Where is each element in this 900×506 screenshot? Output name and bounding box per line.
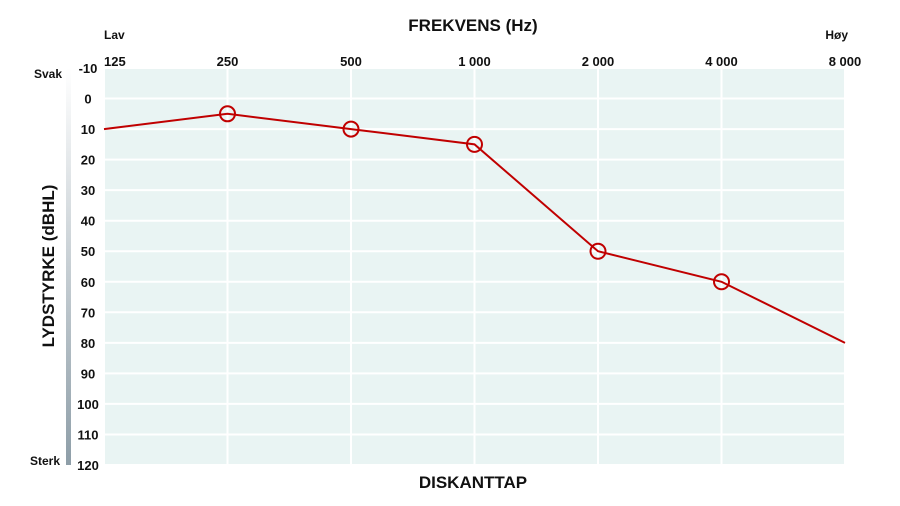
y-tick-label: 70 <box>81 305 95 320</box>
y-tick-label: 80 <box>81 336 95 351</box>
data-point <box>466 135 483 153</box>
x-tick-label: 4 000 <box>705 54 738 69</box>
x-axis-title: DISKANTTAP <box>419 473 527 492</box>
y-tick-label: 60 <box>81 275 95 290</box>
data-point <box>589 242 607 260</box>
annotation: Sterk <box>30 454 60 468</box>
annotation: Svak <box>34 67 62 81</box>
x-tick-label: 2 000 <box>582 54 615 69</box>
x-tick-label: 8 000 <box>829 54 862 69</box>
y-tick-label: 110 <box>78 427 99 442</box>
strength-bar <box>66 68 71 465</box>
x-tick-label: 1 000 <box>458 54 491 69</box>
y-tick-label: 0 <box>84 92 91 107</box>
y-tick-label: 10 <box>81 122 95 137</box>
data-point <box>713 273 730 291</box>
y-tick-label: 90 <box>81 366 95 381</box>
annotation: Lav <box>104 28 125 42</box>
data-line <box>103 112 846 344</box>
y-tick-label: 30 <box>81 183 95 198</box>
annotation: Høy <box>825 28 848 42</box>
data-point <box>219 105 236 123</box>
y-tick-label: 40 <box>81 214 95 229</box>
x-tick-label: 125 <box>104 54 126 69</box>
y-tick-label: 100 <box>77 397 99 412</box>
y-tick-label: 50 <box>81 244 95 259</box>
y-tick-label: 120 <box>77 458 99 473</box>
x-tick-label: 500 <box>340 54 362 69</box>
x-tick-label: 250 <box>217 54 239 69</box>
y-axis-title: LYDSTYRKE (dBHL) <box>39 185 58 348</box>
chart-title: FREKVENS (Hz) <box>408 16 537 35</box>
y-tick-label: 20 <box>81 153 95 168</box>
data-point <box>342 120 360 138</box>
y-tick-label: -10 <box>79 61 98 76</box>
